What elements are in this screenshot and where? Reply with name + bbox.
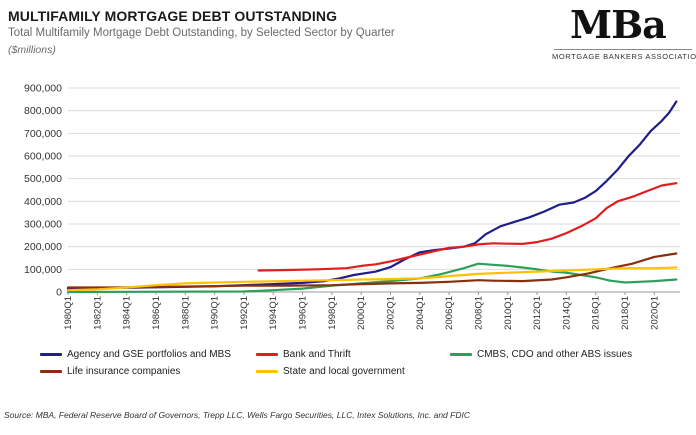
y-tick-label: 900,000 xyxy=(24,83,62,95)
x-tick-label: 2004Q1 xyxy=(415,296,426,330)
chart-subtitle: Total Multifamily Mortgage Debt Outstand… xyxy=(8,27,395,39)
y-tick-label: 600,000 xyxy=(24,151,62,163)
x-tick-label: 2010Q1 xyxy=(503,296,514,330)
x-tick-label: 1996Q1 xyxy=(298,296,309,330)
x-tick-label: 1992Q1 xyxy=(239,296,250,330)
x-tick-label: 1980Q1 xyxy=(63,296,74,330)
x-tick-label: 2002Q1 xyxy=(385,296,396,330)
x-tick-label: 2008Q1 xyxy=(473,296,484,330)
x-tick-label: 1988Q1 xyxy=(180,296,191,330)
x-tick-label: 1994Q1 xyxy=(268,296,279,330)
source-note: Source: MBA, Federal Reserve Board of Go… xyxy=(4,410,470,420)
x-tick-label: 2012Q1 xyxy=(532,296,543,330)
y-tick-label: 800,000 xyxy=(24,105,62,117)
series-line xyxy=(66,266,678,292)
x-tick-label: 2020Q1 xyxy=(649,296,660,330)
logo-divider xyxy=(554,49,692,50)
x-tick-label: 2006Q1 xyxy=(444,296,455,330)
series-line xyxy=(257,182,678,272)
x-tick-label: 1990Q1 xyxy=(210,296,221,330)
y-tick-label: 500,000 xyxy=(24,173,62,185)
series-lines xyxy=(66,100,678,294)
gridlines xyxy=(68,87,680,293)
y-tick-label: 100,000 xyxy=(24,264,62,276)
y-tick-label: 300,000 xyxy=(24,219,62,231)
mba-logo: MBa MORTGAGE BANKERS ASSOCIATION xyxy=(548,2,696,62)
x-tick-label: 1982Q1 xyxy=(92,296,103,330)
y-tick-label: 200,000 xyxy=(24,241,62,253)
y-axis: 0 100,000 200,000 300,000 400,000 500,000 600,… xyxy=(24,83,62,299)
x-tick-label: 1986Q1 xyxy=(151,296,162,330)
y-tick-label: 400,000 xyxy=(24,196,62,208)
x-tick-label: 1998Q1 xyxy=(327,296,338,330)
logo-wordmark: MBa xyxy=(570,2,667,47)
x-tick-label: 1984Q1 xyxy=(122,296,133,330)
x-tick-label: 2016Q1 xyxy=(591,296,602,330)
x-tick-label: 2018Q1 xyxy=(620,296,631,330)
x-axis: 1980Q1 1982Q1 1984Q1 1986Q1 1988Q1 1990Q1 1992… xyxy=(63,291,680,330)
series-line xyxy=(66,100,678,290)
x-tick-label: 2000Q1 xyxy=(356,296,367,330)
y-tick-label: 700,000 xyxy=(24,128,62,140)
y-tick-label: 0 xyxy=(56,287,62,299)
x-tick-label: 2014Q1 xyxy=(561,296,572,330)
units-label: ($millions) xyxy=(8,44,56,56)
chart-title: MULTIFAMILY MORTGAGE DEBT OUTSTANDING xyxy=(8,8,338,24)
logo-tagline: MORTGAGE BANKERS ASSOCIATION xyxy=(552,52,696,61)
line-chart: 0 100,000 200,000 300,000 400,000 500,000 600,… xyxy=(24,83,680,330)
